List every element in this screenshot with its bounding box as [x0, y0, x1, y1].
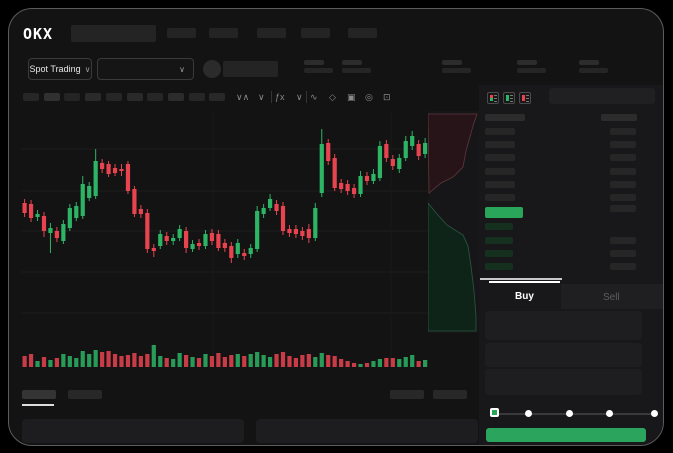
stat-value-0	[304, 68, 333, 73]
search-input[interactable]	[71, 25, 156, 42]
toolbar-item-1[interactable]	[43, 93, 60, 101]
toolbar-item-2[interactable]	[64, 93, 81, 101]
toolbar-item-3[interactable]	[85, 93, 102, 101]
orderbook-bids-icon[interactable]	[503, 92, 515, 104]
stat-label-1	[342, 60, 362, 65]
active-tab-indicator	[489, 281, 560, 283]
ask-price-5[interactable]	[485, 194, 515, 201]
slider-stop-1[interactable]	[525, 410, 532, 417]
bid-amount-1	[610, 237, 636, 244]
ask-amount-1	[610, 141, 636, 148]
buy-submit-button[interactable]	[486, 428, 646, 442]
ask-price-4[interactable]	[485, 181, 515, 188]
ask-amount-4	[610, 181, 636, 188]
toolbar-divider	[306, 91, 307, 103]
ask-price-0[interactable]	[485, 128, 515, 135]
slider-stop-3[interactable]	[606, 410, 613, 417]
nav-item-4[interactable]	[348, 28, 377, 38]
ob-header-right	[601, 114, 637, 121]
nav-item-3[interactable]	[301, 28, 330, 38]
bid-price-1[interactable]	[485, 237, 513, 244]
last-price-amount	[610, 205, 636, 212]
market-type-label: Spot Trading	[29, 64, 81, 74]
pair-selector-dropdown[interactable]: ∨	[97, 58, 194, 80]
order-field-1[interactable]	[485, 343, 642, 367]
bid-amount-2	[610, 250, 636, 257]
stat-label-4	[579, 60, 599, 65]
bid-price-0[interactable]	[485, 223, 513, 230]
slider-stop-2[interactable]	[566, 410, 573, 417]
toolbar-item-5[interactable]	[126, 93, 143, 101]
slider-handle[interactable]	[490, 408, 499, 417]
pair-name-placeholder	[223, 61, 278, 77]
depth-chart[interactable]	[428, 111, 479, 333]
order-field-2[interactable]	[485, 369, 642, 395]
settings-icon[interactable]: ◎	[365, 92, 373, 102]
bottom-input-0[interactable]	[22, 419, 244, 443]
orderbook-divider-line	[480, 278, 562, 280]
orderbook-settings-placeholder[interactable]	[549, 88, 655, 104]
toolbar-item-7[interactable]	[167, 93, 184, 101]
slider-stop-4[interactable]	[651, 410, 658, 417]
order-field-0[interactable]	[485, 311, 642, 340]
chevron-down-icon[interactable]: ∨	[258, 92, 265, 102]
bid-price-3[interactable]	[485, 263, 513, 270]
ask-price-3[interactable]	[485, 168, 515, 175]
toolbar-item-9[interactable]	[209, 93, 226, 101]
market-type-dropdown[interactable]: Spot Trading ∨	[28, 58, 92, 80]
ask-amount-5	[610, 194, 636, 201]
ask-amount-3	[610, 168, 636, 175]
pair-avatar	[203, 60, 221, 78]
chevron-down-icon: ∨	[179, 64, 185, 74]
bottom-action-0[interactable]	[390, 390, 424, 399]
bid-amount-3	[610, 263, 636, 270]
bottom-tab-1[interactable]	[68, 390, 102, 399]
nav-item-1[interactable]	[209, 28, 238, 38]
fullscreen-icon[interactable]: ⊡	[383, 92, 391, 102]
okx-logo: OKX	[23, 25, 54, 43]
tab-buy[interactable]: Buy	[515, 291, 534, 302]
stat-value-1	[342, 68, 371, 73]
stat-label-3	[517, 60, 537, 65]
last-price-bar[interactable]	[485, 207, 523, 218]
toolbar-item-0[interactable]	[23, 93, 39, 101]
nav-item-2[interactable]	[257, 28, 286, 38]
orderbook-combined-icon[interactable]	[487, 92, 499, 104]
stat-value-3	[517, 68, 546, 73]
bottom-active-tab-underline	[22, 404, 54, 406]
stat-value-2	[442, 68, 471, 73]
toolbar-item-4[interactable]	[105, 93, 122, 101]
tab-sell-bg[interactable]	[561, 284, 663, 309]
nav-item-0[interactable]	[167, 28, 196, 38]
stat-value-4	[579, 68, 608, 73]
bottom-input-1[interactable]	[256, 419, 478, 443]
candle-type-icon[interactable]: ∨∧	[236, 92, 250, 102]
bottom-action-1[interactable]	[433, 390, 467, 399]
bottom-tab-0[interactable]	[22, 390, 56, 399]
toolbar-item-8[interactable]	[188, 93, 205, 101]
stat-label-0	[304, 60, 324, 65]
camera-icon[interactable]: ▣	[347, 92, 356, 102]
candlestick-chart[interactable]	[21, 111, 428, 369]
orderbook-asks-icon[interactable]	[519, 92, 531, 104]
toolbar-item-6[interactable]	[147, 93, 164, 101]
indicators-icon[interactable]: ƒx	[275, 92, 285, 102]
stat-label-2	[442, 60, 462, 65]
ob-header-left	[485, 114, 525, 121]
bid-price-2[interactable]	[485, 250, 513, 257]
chevron-down-icon-2[interactable]: ∨	[296, 92, 303, 102]
ask-price-2[interactable]	[485, 154, 515, 161]
toolbar-divider	[271, 91, 272, 103]
ask-amount-0	[610, 128, 636, 135]
line-tool-icon[interactable]: ∿	[310, 92, 318, 102]
ask-amount-2	[610, 154, 636, 161]
compare-icon[interactable]: ◇	[329, 92, 336, 102]
app-window: OKX Spot Trading ∨ ∨ ∨∧ ∨ ƒx ∨ ∿ ◇ ▣ ◎ ⊡	[8, 8, 664, 446]
chevron-down-icon: ∨	[84, 64, 91, 74]
ask-price-1[interactable]	[485, 141, 515, 148]
tab-sell[interactable]: Sell	[603, 292, 620, 303]
